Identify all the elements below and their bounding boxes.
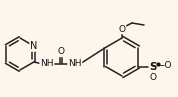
Text: O: O — [57, 48, 64, 56]
Text: NH: NH — [40, 59, 54, 68]
Text: NH: NH — [68, 59, 82, 68]
Text: S: S — [150, 61, 158, 71]
Text: O: O — [119, 25, 125, 33]
Text: N: N — [30, 41, 38, 51]
Text: −O: −O — [157, 61, 172, 70]
Text: O: O — [150, 73, 157, 82]
